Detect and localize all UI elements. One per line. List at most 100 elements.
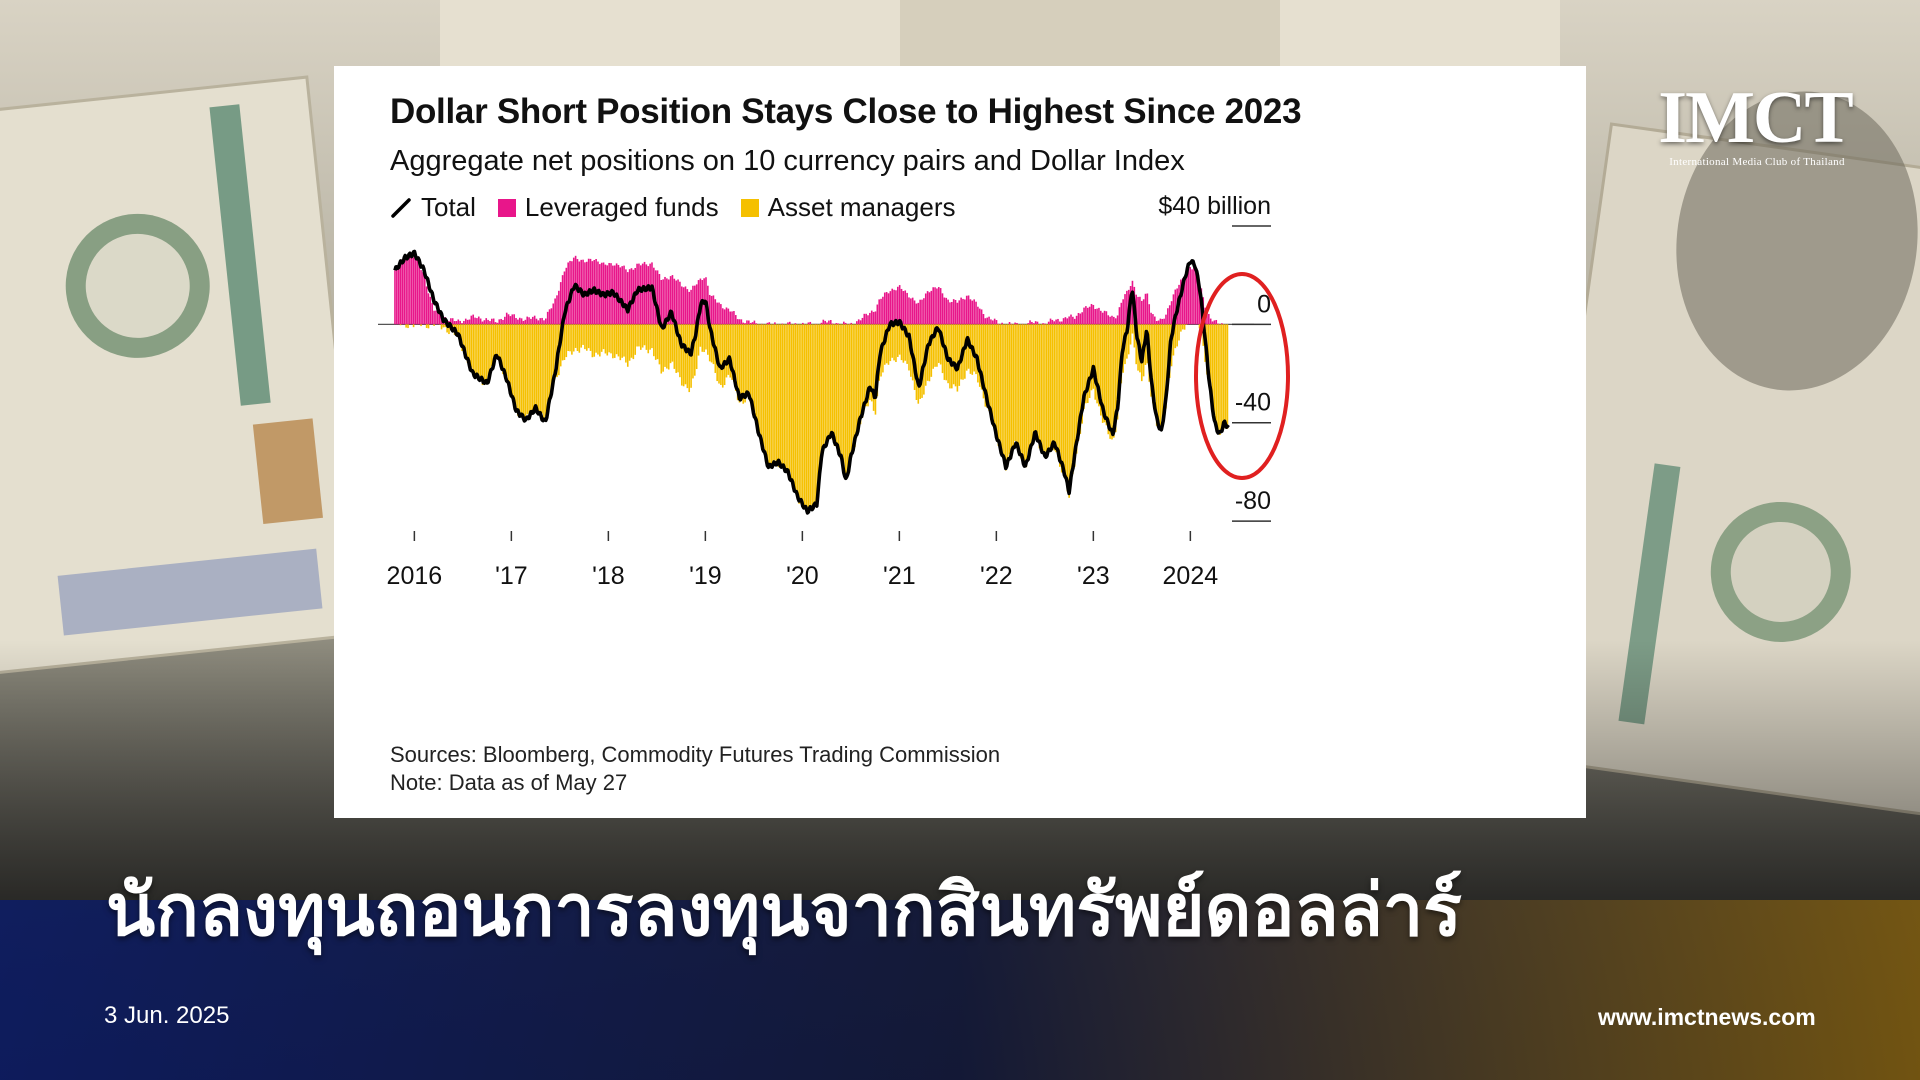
asset-managers-bar (977, 324, 979, 383)
asset-managers-bar (1198, 324, 1201, 329)
leveraged-funds-bar (883, 292, 886, 325)
asset-managers-bar (477, 324, 480, 376)
asset-managers-bar (1181, 324, 1184, 330)
leveraged-funds-bar (986, 317, 988, 325)
leveraged-funds-bar (809, 321, 812, 325)
asset-managers-bar (1155, 324, 1158, 426)
asset-managers-bar (669, 324, 672, 364)
leveraged-funds-bar (977, 306, 979, 325)
asset-managers-bar (841, 324, 843, 462)
asset-managers-bar (612, 324, 614, 359)
asset-managers-bar (1180, 324, 1182, 332)
leveraged-funds-bar (539, 318, 542, 325)
leveraged-funds-bar (1101, 312, 1104, 325)
x-tick-label: '22 (980, 562, 1013, 590)
asset-managers-bar (433, 324, 435, 326)
asset-managers-bar (1185, 324, 1188, 325)
asset-managers-bar (684, 324, 687, 385)
asset-managers-bar (1070, 324, 1072, 483)
leveraged-funds-bar (505, 312, 508, 325)
asset-managers-bar (1062, 324, 1065, 473)
leveraged-funds-bar (1034, 321, 1037, 325)
asset-managers-bar (595, 324, 597, 353)
asset-managers-bar (649, 324, 651, 350)
legend-item-asset-managers: Asset managers (740, 192, 956, 223)
leveraged-funds-bar (433, 310, 435, 325)
asset-managers-bar (425, 324, 428, 328)
asset-managers-bar (695, 324, 698, 370)
asset-managers-bar (781, 324, 784, 465)
leveraged-funds-bar (468, 319, 471, 325)
asset-managers-bar (718, 324, 720, 384)
asset-managers-bar (507, 324, 510, 385)
asset-managers-bar (721, 324, 724, 388)
leveraged-funds-bar (874, 311, 877, 325)
leveraged-funds-bar (524, 319, 527, 325)
leveraged-funds-bar (889, 291, 892, 325)
asset-managers-bar (930, 324, 933, 377)
leveraged-funds-bar (932, 287, 934, 325)
leveraged-funds-bar (708, 294, 711, 325)
asset-managers-bar (405, 324, 407, 328)
leveraged-funds-bar (915, 303, 918, 325)
asset-managers-bar (997, 324, 1000, 446)
leveraged-funds-bar (504, 316, 506, 325)
asset-managers-bar (954, 324, 957, 387)
asset-managers-bar (705, 324, 707, 350)
leveraged-funds-bar (954, 299, 957, 325)
asset-managers-bar (1213, 324, 1216, 422)
leveraged-funds-bar (1064, 317, 1067, 325)
leveraged-funds-bar (787, 322, 789, 325)
leveraged-funds-bar (1168, 305, 1171, 325)
asset-managers-bar (761, 324, 763, 443)
asset-managers-bar (680, 324, 683, 386)
asset-managers-bar (906, 324, 908, 364)
asset-managers-bar (1114, 324, 1117, 433)
asset-managers-bar (470, 324, 473, 368)
asset-managers-bar (818, 324, 821, 481)
asset-managers-bar (593, 324, 596, 357)
website-link[interactable]: www.imctnews.com (1598, 1004, 1816, 1030)
asset-managers-bar (574, 324, 577, 348)
leveraged-funds-bar (917, 302, 920, 325)
asset-managers-bar (1016, 324, 1018, 444)
leveraged-funds-bar (952, 299, 955, 325)
legend-label-total: Total (421, 192, 476, 222)
asset-managers-bar (1044, 324, 1046, 456)
asset-managers-bar (807, 324, 810, 508)
leveraged-funds-bar (945, 297, 948, 325)
leveraged-funds-bar (802, 322, 804, 325)
leveraged-funds-bar (1196, 277, 1199, 325)
leveraged-funds-bar (1057, 318, 1059, 325)
asset-managers-bar (796, 324, 799, 497)
legend-label-asset-managers: Asset managers (767, 192, 956, 222)
asset-managers-bar (528, 324, 530, 414)
leveraged-funds-bar (394, 270, 396, 325)
leveraged-funds-bar (891, 288, 894, 325)
leveraged-funds-bar (477, 316, 480, 325)
asset-managers-bar (1027, 324, 1029, 458)
asset-managers-bar (541, 324, 543, 414)
y-tick-label: -40 (1235, 389, 1271, 417)
asset-managers-bar (457, 324, 460, 334)
leveraged-funds-bar (842, 321, 845, 325)
x-tick-label: 2024 (1163, 562, 1219, 590)
leveraged-funds-bar (546, 311, 549, 325)
asset-managers-bar (1085, 324, 1087, 404)
asset-managers-bar (723, 324, 726, 386)
asset-managers-bar (509, 324, 512, 393)
asset-managers-bar (1012, 324, 1015, 450)
leveraged-funds-bar (1072, 316, 1074, 325)
asset-managers-bar (897, 324, 899, 357)
asset-managers-bar (589, 324, 592, 351)
leveraged-funds-bar (1047, 321, 1050, 325)
asset-managers-bar (1073, 324, 1076, 467)
leveraged-funds-bar (425, 286, 428, 325)
leveraged-funds-bar (476, 318, 478, 325)
leveraged-funds-bar (1174, 289, 1177, 325)
leveraged-funds-bar (794, 323, 797, 325)
leveraged-funds-bar (416, 258, 419, 325)
leveraged-funds-bar (397, 264, 400, 325)
leveraged-funds-bar (667, 279, 670, 325)
leveraged-funds-bar (721, 308, 724, 325)
